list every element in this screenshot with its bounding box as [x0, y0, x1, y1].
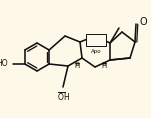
Text: $\overline{\mathregular{O}}$H: $\overline{\mathregular{O}}$H — [56, 90, 69, 103]
Text: HO: HO — [0, 59, 8, 69]
Bar — [86, 34, 106, 46]
Text: H: H — [74, 63, 80, 69]
Text: O: O — [139, 17, 147, 27]
Text: H: H — [101, 63, 107, 69]
Text: Apo: Apo — [91, 49, 101, 55]
